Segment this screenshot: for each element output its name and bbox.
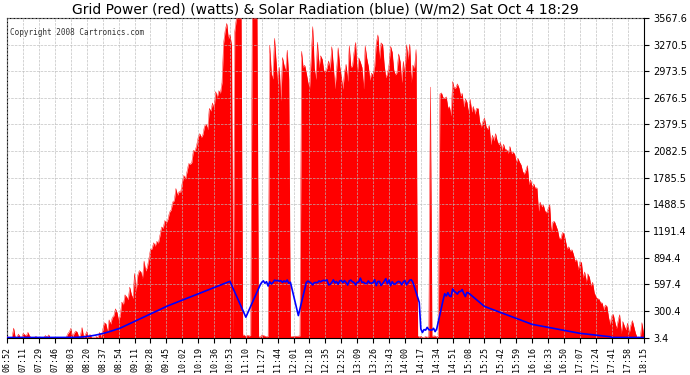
Text: Copyright 2008 Cartronics.com: Copyright 2008 Cartronics.com [10, 27, 145, 36]
Title: Grid Power (red) (watts) & Solar Radiation (blue) (W/m2) Sat Oct 4 18:29: Grid Power (red) (watts) & Solar Radiati… [72, 3, 579, 17]
